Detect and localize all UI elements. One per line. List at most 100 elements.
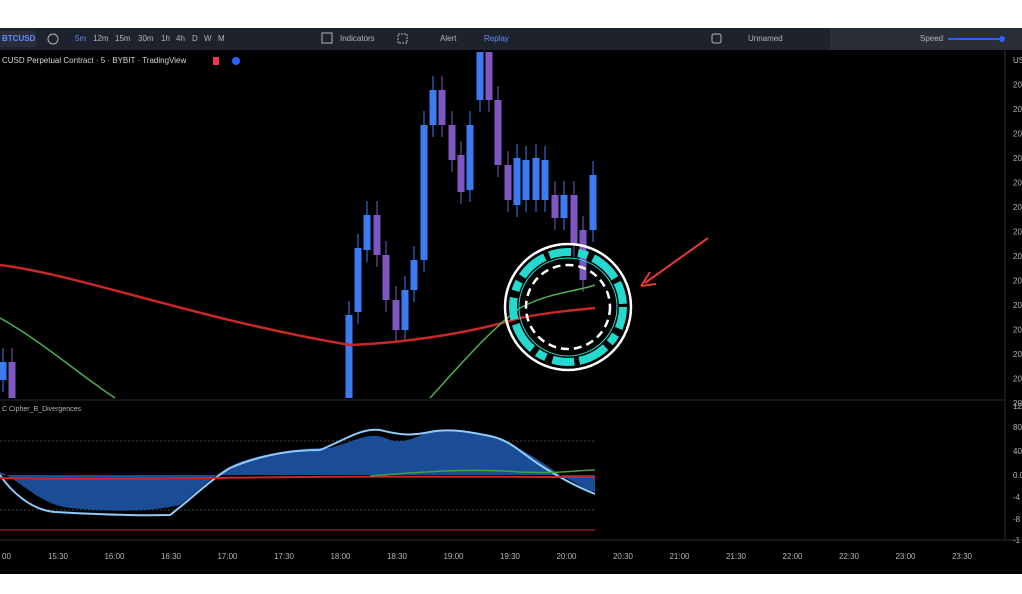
wave-area (0, 429, 595, 511)
time-axis-label: 16:30 (161, 552, 182, 561)
candle-body (570, 195, 578, 245)
price-axis-label: US (1013, 56, 1022, 65)
layout-icon[interactable] (711, 33, 722, 44)
speed-handle[interactable] (999, 36, 1005, 42)
flag-icon (213, 57, 219, 65)
candle-body (513, 158, 521, 205)
candle-body (0, 362, 7, 380)
interval-button[interactable]: M (218, 34, 225, 43)
time-axis-label: 20:00 (556, 552, 577, 561)
time-axis-label: 21:30 (726, 552, 747, 561)
candle-body (466, 125, 474, 190)
time-axis-label: 23:00 (895, 552, 916, 561)
time-axis-label: 17:30 (274, 552, 295, 561)
candle-body (410, 260, 418, 290)
candle-body (429, 90, 437, 125)
indicator-axis-label: -4 (1013, 493, 1021, 502)
moving-average-green (0, 317, 116, 399)
price-axis-label: 20 (1013, 277, 1022, 286)
time-axis-label: 15:30 (48, 552, 69, 561)
time-axis-label: 20:30 (613, 552, 634, 561)
interval-button[interactable]: W (204, 34, 212, 43)
candles (0, 52, 597, 398)
moving-average-red (0, 263, 596, 347)
speed-label: Speed (920, 34, 943, 43)
indicator-legend: C Cipher_B_Divergences (2, 406, 81, 413)
highlight-circle (503, 242, 633, 372)
time-axis-label: 21:00 (669, 552, 690, 561)
price-axis-label: 20 (1013, 326, 1022, 335)
candle-body (363, 215, 371, 250)
time-axis-label: 00 (2, 552, 11, 561)
candle-body (522, 160, 530, 200)
candle-body (560, 195, 568, 218)
price-axis-label: 20 (1013, 399, 1022, 408)
interval-button[interactable]: 5m (75, 34, 86, 43)
alert-button[interactable]: Alert (440, 34, 457, 43)
replay-panel (830, 28, 1022, 50)
interval-button[interactable]: D (192, 34, 198, 43)
time-axis-label: 16:00 (104, 552, 125, 561)
money-flow-red (0, 475, 596, 480)
candle-body (401, 290, 409, 330)
time-axis-label: 18:00 (330, 552, 351, 561)
price-axis-label: 20 (1013, 301, 1022, 310)
layout-name[interactable]: Unnamed (748, 34, 783, 43)
templates-icon[interactable] (397, 33, 408, 44)
price-axis-label: 20 (1013, 252, 1022, 261)
price-axis-label: 20 (1013, 105, 1022, 114)
indicator-axis-label: -1 (1013, 536, 1021, 545)
time-axis-label: 22:00 (782, 552, 803, 561)
price-axis-label: 20 (1013, 350, 1022, 359)
time-axis-label: 23:30 (952, 552, 973, 561)
time-axis-label: 17:00 (217, 552, 238, 561)
wave-line (0, 428, 596, 517)
candle-body (541, 160, 549, 200)
indicators-icon[interactable] (321, 32, 333, 44)
indicator-axis-label: 40 (1013, 447, 1022, 456)
arrow-shaft (644, 237, 709, 284)
symbol-box[interactable] (0, 31, 36, 47)
candle-body (457, 155, 465, 192)
legend-icon (232, 57, 240, 65)
candle-body (448, 125, 456, 160)
highlight-dashed (524, 263, 612, 351)
indicators-button[interactable]: Indicators (340, 34, 375, 43)
candle-body (494, 100, 502, 165)
interval-button[interactable]: 4h (176, 34, 185, 43)
price-axis-label: 20 (1013, 81, 1022, 90)
price-axis-label: 20 (1013, 130, 1022, 139)
candle-body (373, 215, 381, 255)
candle-body (551, 195, 559, 218)
indicator-axis-label: 80 (1013, 423, 1022, 432)
interval-button[interactable]: 30m (138, 34, 154, 43)
interval-button[interactable]: 15m (115, 34, 131, 43)
money-flow-green (369, 469, 596, 477)
candle-body (532, 158, 540, 200)
candle-body (392, 300, 400, 330)
indicator-axis-label: -8 (1013, 515, 1021, 524)
indicator-axis-label: 0.0 (1013, 471, 1022, 480)
interval-button[interactable]: 1h (161, 34, 170, 43)
toolbar (0, 28, 1022, 50)
interval-button[interactable]: 12m (93, 34, 109, 43)
candle-body (354, 248, 362, 312)
candle-body (485, 52, 493, 100)
time-axis-label: 19:00 (443, 552, 464, 561)
price-axis-label: 20 (1013, 228, 1022, 237)
time-axis-label: 18:30 (387, 552, 408, 561)
candle-body (345, 315, 353, 398)
price-axis-label: 20 (1013, 375, 1022, 384)
candle-body (438, 90, 446, 125)
candle-body (589, 175, 597, 230)
time-axis-label: 22:30 (839, 552, 860, 561)
candle-body (382, 255, 390, 300)
replay-button[interactable]: Replay (484, 34, 509, 43)
symbol[interactable]: BTCUSD (2, 34, 36, 43)
candle-body (8, 362, 16, 398)
chart-legend: CUSD Perpetual Contract · 5 · BYBIT · Tr… (2, 56, 186, 65)
add-symbol-icon[interactable] (47, 33, 59, 45)
price-axis-label: 20 (1013, 203, 1022, 212)
